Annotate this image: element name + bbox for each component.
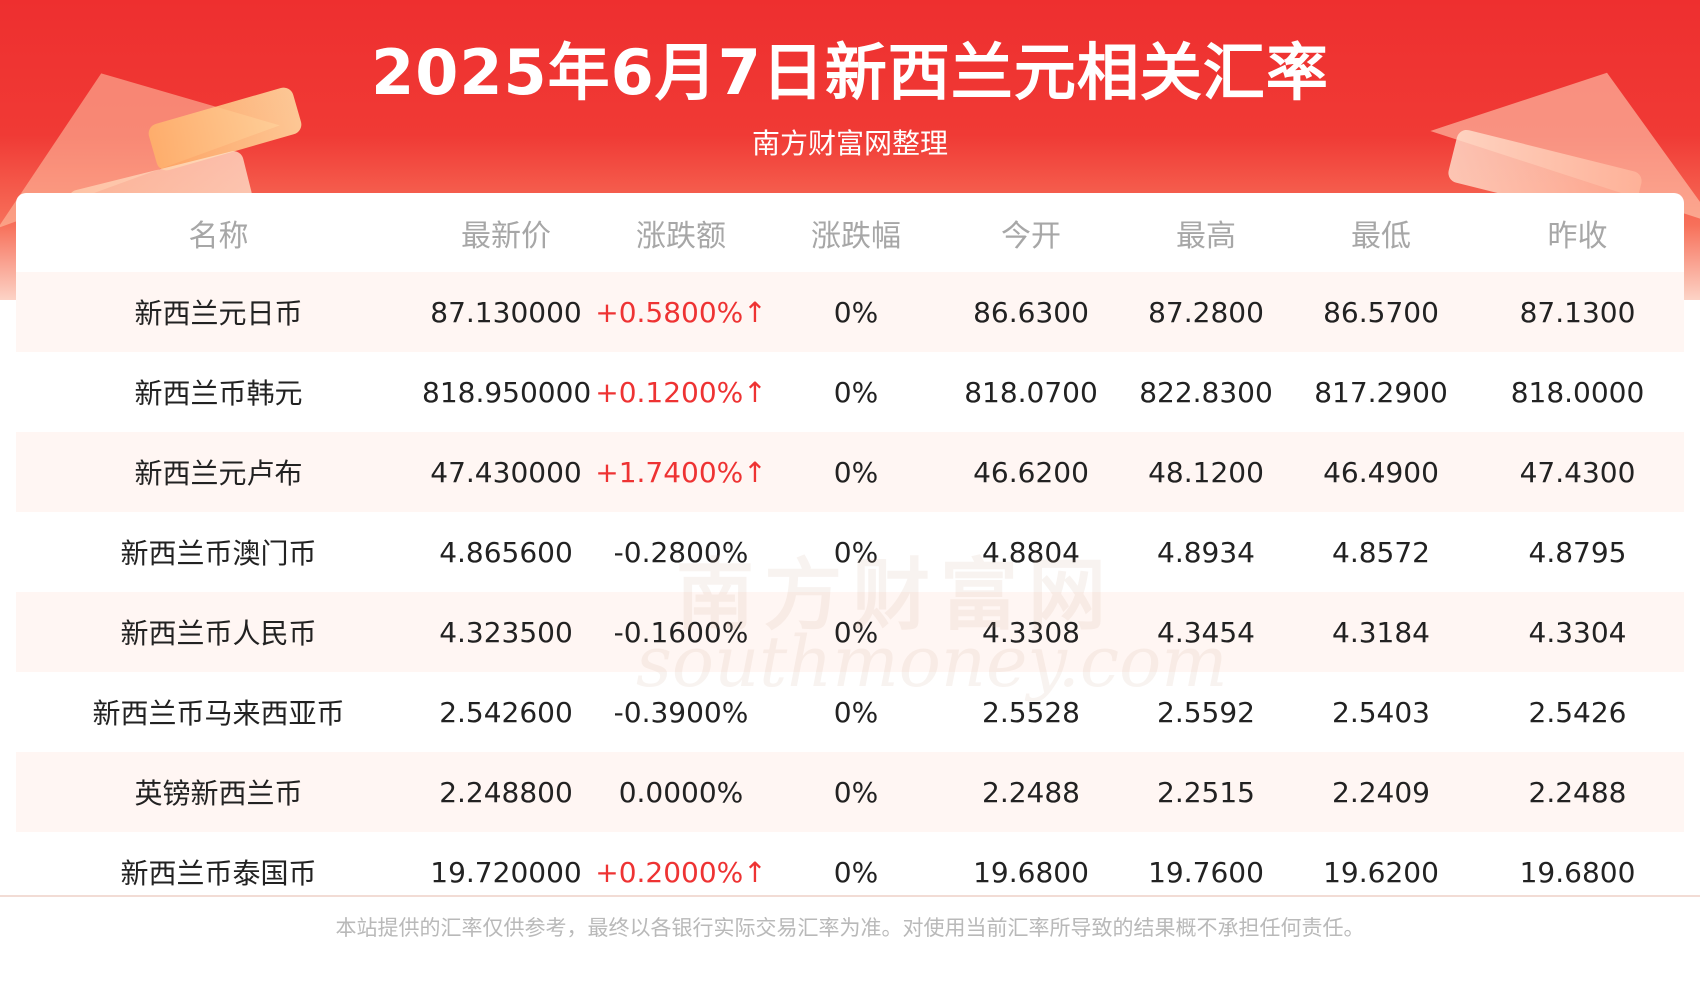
row-low: 46.4900 <box>1291 432 1471 512</box>
row-high: 2.2515 <box>1121 752 1291 832</box>
disclaimer-text: 本站提供的汇率仅供参考，最终以各银行实际交易汇率为准。对使用当前汇率所导致的结果… <box>335 916 1365 940</box>
row-change: -0.3900% <box>591 672 771 752</box>
row-pct: 0% <box>771 832 941 896</box>
row-low: 817.2900 <box>1291 352 1471 432</box>
row-prev-close: 818.0000 <box>1471 352 1684 432</box>
row-name: 新西兰币泰国币 <box>16 832 421 896</box>
row-low: 4.8572 <box>1291 512 1471 592</box>
row-prev-close: 2.2488 <box>1471 752 1684 832</box>
column-header-open: 今开 <box>1001 218 1061 254</box>
column-header-prev-close: 昨收 <box>1547 218 1608 254</box>
row-name: 新西兰币韩元 <box>16 352 421 432</box>
row-prev-close: 19.6800 <box>1471 832 1684 896</box>
row-latest: 47.430000 <box>421 432 591 512</box>
row-latest: 4.323500 <box>421 592 591 672</box>
row-prev-close: 4.3304 <box>1471 592 1684 672</box>
row-name: 新西兰元卢布 <box>16 432 421 512</box>
row-pct: 0% <box>771 432 941 512</box>
row-open: 4.3308 <box>941 592 1121 672</box>
row-open: 2.5528 <box>941 672 1121 752</box>
table-row: 新西兰币澳门币 4.865600 -0.2800% 0% 4.8804 4.8934 4.8… <box>16 512 1684 592</box>
row-high: 2.5592 <box>1121 672 1291 752</box>
table-row: 新西兰币泰国币 19.720000 +0.2000%↑ 0% 19.6800 19.760… <box>16 832 1684 896</box>
page-subtitle: 南方财富网整理 <box>751 127 948 160</box>
row-open: 4.8804 <box>941 512 1121 592</box>
column-header-low: 最低 <box>1351 218 1411 254</box>
row-pct: 0% <box>771 272 941 352</box>
row-name: 英镑新西兰币 <box>16 752 421 832</box>
row-change: +0.1200%↑ <box>591 352 771 432</box>
row-prev-close: 47.4300 <box>1471 432 1684 512</box>
row-prev-close: 4.8795 <box>1471 512 1684 592</box>
row-pct: 0% <box>771 752 941 832</box>
row-name: 新西兰币人民币 <box>16 592 421 672</box>
row-pct: 0% <box>771 672 941 752</box>
table-row: 新西兰元卢布 47.430000 +1.7400%↑ 0% 46.6200 48.1200… <box>16 432 1684 512</box>
row-low: 19.6200 <box>1291 832 1471 896</box>
row-open: 2.2488 <box>941 752 1121 832</box>
footer-divider <box>0 895 1700 897</box>
row-latest: 87.130000 <box>421 272 591 352</box>
table-row: 英镑新西兰币 2.248800 0.0000% 0% 2.2488 2.2515 2.240… <box>16 752 1684 832</box>
column-header-name: 名称 <box>188 218 249 254</box>
row-change: +0.2000%↑ <box>591 832 771 896</box>
table-row: 新西兰币马来西亚币 2.542600 -0.3900% 0% 2.5528 2.5592 2… <box>16 672 1684 752</box>
row-high: 87.2800 <box>1121 272 1291 352</box>
row-prev-close: 2.5426 <box>1471 672 1684 752</box>
table-header-row: 名称 最新价 涨跌额 涨跌幅 今开 最高 最低 昨收 <box>16 193 1684 272</box>
table-row: 新西兰元日币 87.130000 +0.5800%↑ 0% 86.6300 87.2800… <box>16 272 1684 352</box>
row-prev-close: 87.1300 <box>1471 272 1684 352</box>
row-latest: 19.720000 <box>421 832 591 896</box>
row-latest: 818.950000 <box>421 352 591 432</box>
row-name: 新西兰币澳门币 <box>16 512 421 592</box>
row-low: 4.3184 <box>1291 592 1471 672</box>
row-low: 2.5403 <box>1291 672 1471 752</box>
table-row: 新西兰币人民币 4.323500 -0.1600% 0% 4.3308 4.3454 4.3… <box>16 592 1684 672</box>
row-latest: 2.248800 <box>421 752 591 832</box>
column-header-high: 最高 <box>1176 218 1236 254</box>
row-change: +0.5800%↑ <box>591 272 771 352</box>
row-high: 4.8934 <box>1121 512 1291 592</box>
row-pct: 0% <box>771 352 941 432</box>
row-open: 46.6200 <box>941 432 1121 512</box>
rates-card: 名称 最新价 涨跌额 涨跌幅 今开 最高 最低 昨收 新西兰元日币 87.1300… <box>16 193 1684 896</box>
row-open: 818.0700 <box>941 352 1121 432</box>
row-latest: 2.542600 <box>421 672 591 752</box>
row-name: 新西兰币马来西亚币 <box>16 672 421 752</box>
rates-table: 名称 最新价 涨跌额 涨跌幅 今开 最高 最低 昨收 新西兰元日币 87.1300… <box>16 193 1684 896</box>
row-change: -0.2800% <box>591 512 771 592</box>
row-low: 2.2409 <box>1291 752 1471 832</box>
row-open: 86.6300 <box>941 272 1121 352</box>
column-header-pct: 涨跌幅 <box>811 218 901 254</box>
row-latest: 4.865600 <box>421 512 591 592</box>
row-change: -0.1600% <box>591 592 771 672</box>
row-pct: 0% <box>771 512 941 592</box>
row-high: 822.8300 <box>1121 352 1291 432</box>
row-change: 0.0000% <box>591 752 771 832</box>
row-high: 48.1200 <box>1121 432 1291 512</box>
row-pct: 0% <box>771 592 941 672</box>
column-header-latest: 最新价 <box>461 218 551 254</box>
row-change: +1.7400%↑ <box>591 432 771 512</box>
page-title: 2025年6月7日新西兰元相关汇率 <box>371 36 1329 109</box>
column-header-change: 涨跌额 <box>636 218 726 254</box>
row-name: 新西兰元日币 <box>16 272 421 352</box>
row-open: 19.6800 <box>941 832 1121 896</box>
row-low: 86.5700 <box>1291 272 1471 352</box>
row-high: 4.3454 <box>1121 592 1291 672</box>
row-high: 19.7600 <box>1121 832 1291 896</box>
table-row: 新西兰币韩元 818.950000 +0.1200%↑ 0% 818.0700 822.8… <box>16 352 1684 432</box>
